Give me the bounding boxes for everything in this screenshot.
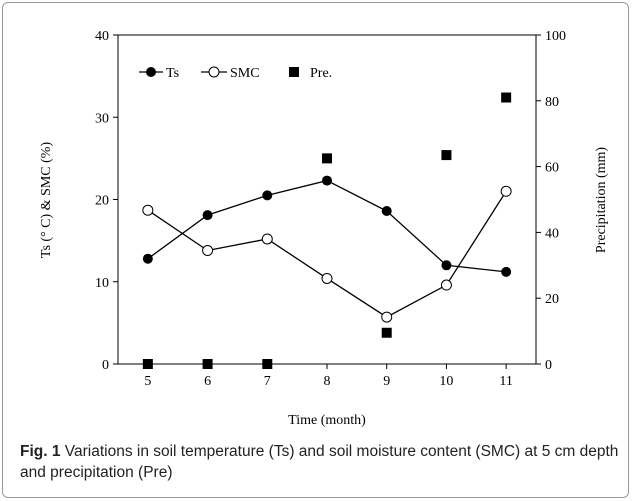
chart-legend: Ts SMC Pre. xyxy=(139,66,332,81)
legend-smc-label: SMC xyxy=(230,66,260,81)
y-left-tick-label: 10 xyxy=(95,276,109,291)
x-axis-label: Time (month) xyxy=(288,413,366,428)
y-right-tick-label: 60 xyxy=(545,161,559,176)
data-point-ts xyxy=(381,206,392,217)
data-point-smc xyxy=(500,185,512,197)
series-line-ts xyxy=(147,179,507,273)
x-tick-label: 9 xyxy=(383,374,390,389)
data-point-smc xyxy=(202,244,214,256)
data-point-pre xyxy=(142,359,153,369)
data-point-smc xyxy=(440,279,452,291)
chart-axes: 0 10 20 30 40 0 20 40 60 80 100 5 6 7 8 9 10 11 xyxy=(95,29,566,389)
legend-ts-marker xyxy=(146,67,156,77)
caption-text: Variations in soil temperature (Ts) and … xyxy=(20,443,619,481)
caption-label: Fig. 1 xyxy=(20,443,61,460)
x-tick-label: 5 xyxy=(144,374,151,389)
data-point-ts xyxy=(262,190,273,201)
x-tick-label: 7 xyxy=(264,374,271,389)
y-left-tick-label: 20 xyxy=(95,194,109,209)
data-point-smc xyxy=(142,204,154,216)
data-point-ts xyxy=(202,210,213,221)
legend-ts-label: Ts xyxy=(166,66,179,81)
legend-pre-label: Pre. xyxy=(310,66,332,81)
data-point-pre xyxy=(262,359,273,369)
x-tick-label: 10 xyxy=(439,374,453,389)
series-line-smc xyxy=(147,190,507,318)
data-point-ts xyxy=(501,266,512,277)
x-tick-label: 11 xyxy=(499,374,512,389)
y-right-tick-label: 80 xyxy=(545,95,559,110)
data-point-ts xyxy=(142,253,153,264)
y-right-tick-label: 40 xyxy=(545,226,559,241)
data-point-pre xyxy=(441,150,452,161)
chart: 0 10 20 30 40 0 20 40 60 80 100 5 6 7 8 9 10 11 Ts SMC Pre.… xyxy=(39,29,609,428)
legend-smc-marker xyxy=(208,66,220,78)
y-axis-right-label: Precipitation (mm) xyxy=(594,147,609,253)
data-point-ts xyxy=(322,175,332,186)
y-right-tick-label: 20 xyxy=(545,292,559,307)
y-left-tick-label: 30 xyxy=(95,111,109,126)
y-axis-left-label: Ts (° C) & SMC (%) xyxy=(39,142,54,259)
figure-caption: Fig. 1 Variations in soil temperature (T… xyxy=(20,441,620,483)
y-right-tick-label: 0 xyxy=(545,358,552,373)
data-point-smc xyxy=(261,233,273,245)
chart-series xyxy=(142,92,512,369)
y-right-tick-label: 100 xyxy=(545,29,566,44)
x-tick-label: 8 xyxy=(324,374,331,389)
data-point-ts xyxy=(441,260,452,271)
legend-pre-marker xyxy=(289,67,299,77)
y-left-tick-label: 0 xyxy=(102,358,109,373)
x-tick-label: 6 xyxy=(204,374,211,389)
data-point-pre xyxy=(501,92,512,103)
y-left-tick-label: 40 xyxy=(95,29,109,44)
data-point-smc xyxy=(381,311,393,323)
data-point-pre xyxy=(202,359,213,369)
data-point-pre xyxy=(322,153,332,164)
data-point-pre xyxy=(381,327,392,338)
data-point-smc xyxy=(321,272,333,284)
